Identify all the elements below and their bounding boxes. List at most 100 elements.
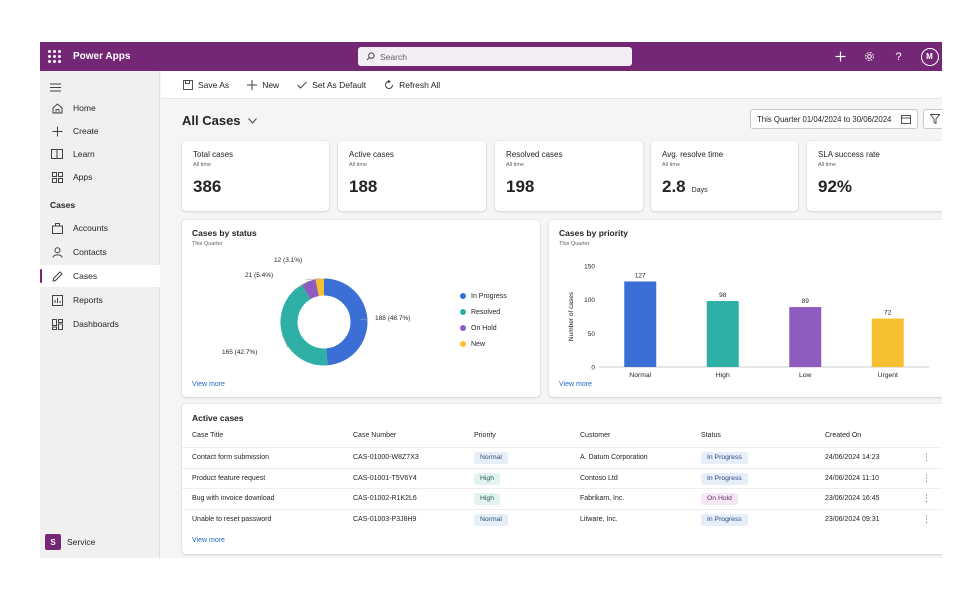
case-number-cell: CAS-01002-R1K2L6 bbox=[353, 495, 417, 502]
donut-slice-on-hold[interactable] bbox=[301, 279, 320, 300]
bar-high[interactable] bbox=[706, 301, 739, 367]
sidebar-item-apps[interactable]: Apps bbox=[40, 166, 160, 188]
sidebar-item-dashboards[interactable]: Dashboards bbox=[40, 313, 160, 335]
settings-button[interactable] bbox=[855, 42, 884, 71]
more-options-icon[interactable]: ⋮ bbox=[922, 493, 931, 503]
more-options-icon[interactable]: ⋮ bbox=[922, 452, 931, 462]
person-icon bbox=[50, 246, 64, 258]
sidebar-item-home[interactable]: Home bbox=[40, 97, 160, 119]
new-button-top[interactable] bbox=[826, 42, 855, 71]
more-options-icon[interactable]: ⋮ bbox=[922, 472, 931, 483]
case-title-cell[interactable]: Bug with invoice download bbox=[192, 495, 275, 502]
gear-icon bbox=[865, 52, 874, 61]
priority-view-more-link[interactable]: View more bbox=[559, 381, 592, 388]
sidebar-item-learn[interactable]: Learn bbox=[40, 143, 160, 165]
sidebar-item-reports[interactable]: Reports bbox=[40, 289, 160, 311]
table-view-more-link[interactable]: View more bbox=[192, 537, 225, 544]
sidebar-item-cases[interactable]: Cases bbox=[40, 265, 160, 287]
customer-cell: Contoso Ltd bbox=[580, 474, 618, 482]
legend-item-in-progress[interactable]: In Progress bbox=[460, 288, 507, 304]
kpi-value: 198 bbox=[506, 177, 535, 196]
customer-cell: A. Datum Corporation bbox=[580, 454, 648, 461]
legend-item-on-hold[interactable]: On Hold bbox=[460, 320, 507, 336]
area-label: Service bbox=[67, 537, 96, 547]
view-selector[interactable]: All Cases bbox=[182, 113, 257, 128]
kpi-value: 188 bbox=[349, 177, 378, 196]
kpi-label: Active cases bbox=[349, 150, 394, 159]
donut-slice-resolved[interactable] bbox=[280, 284, 328, 366]
legend-label: In Progress bbox=[471, 292, 507, 300]
y-tick-label: 50 bbox=[588, 331, 596, 338]
table-row[interactable]: Product feature request CAS-01001-T5V6Y4 H… bbox=[182, 467, 942, 488]
bar-value-label: 72 bbox=[884, 310, 892, 317]
sidebar-item-contacts[interactable]: Contacts bbox=[40, 241, 160, 263]
status-badge: In Progress bbox=[701, 452, 748, 464]
area-switcher[interactable]: S Service bbox=[45, 534, 95, 550]
briefcase-icon bbox=[50, 222, 64, 234]
search-placeholder: Search bbox=[380, 51, 407, 62]
priority-badge: High bbox=[474, 493, 500, 505]
x-tick-label: Normal bbox=[629, 372, 651, 379]
column-header[interactable]: Customer bbox=[580, 432, 611, 439]
sidebar-item-create[interactable]: Create bbox=[40, 120, 160, 142]
hamburger-icon[interactable] bbox=[50, 81, 61, 95]
sidebar-item-accounts[interactable]: Accounts bbox=[40, 217, 160, 239]
help-button[interactable]: ? bbox=[884, 42, 913, 71]
kpi-label: Avg. resolve time bbox=[662, 150, 724, 159]
new-button[interactable]: New bbox=[247, 79, 280, 90]
table-row[interactable]: Bug with invoice download CAS-01002-R1K2L… bbox=[182, 488, 942, 508]
plus-icon bbox=[835, 51, 846, 62]
chart-legend: In Progress Resolved On Hold New bbox=[460, 288, 507, 352]
slice-label-in-progress: 188 (48.7%) bbox=[375, 315, 411, 322]
kpi-card-active-cases: Active cases All time 188 bbox=[338, 141, 486, 211]
refresh-all-button[interactable]: Refresh All bbox=[384, 79, 440, 90]
column-header[interactable]: Status bbox=[701, 432, 721, 439]
table-row[interactable]: Contact form submission CAS-01000-W8Z7X3 N… bbox=[182, 447, 942, 467]
top-bar: Power Apps Search ? M bbox=[40, 42, 942, 71]
sidebar-item-label: Cases bbox=[73, 271, 98, 281]
donut-slice-new[interactable] bbox=[315, 278, 325, 297]
column-header[interactable]: Case Title bbox=[192, 432, 224, 439]
app-window: Power Apps Search ? M Home bbox=[40, 42, 942, 558]
column-header[interactable]: Created On bbox=[825, 432, 862, 439]
y-tick-label: 150 bbox=[584, 264, 595, 271]
kpi-sublabel: All time bbox=[662, 162, 681, 168]
search-input[interactable]: Search bbox=[358, 47, 632, 66]
legend-item-new[interactable]: New bbox=[460, 336, 507, 352]
question-icon: ? bbox=[895, 50, 902, 63]
table-row[interactable]: Unable to reset password CAS-01003-P3J8H9… bbox=[182, 508, 942, 529]
case-title-cell[interactable]: Unable to reset password bbox=[192, 515, 272, 523]
legend-item-resolved[interactable]: Resolved bbox=[460, 304, 507, 320]
case-title-cell[interactable]: Contact form submission bbox=[192, 454, 270, 461]
status-view-more-link[interactable]: View more bbox=[192, 381, 225, 388]
bar-chart: 0 50 100 150 Number of cases 127 Normal 98 High 8… bbox=[568, 264, 929, 379]
app-name[interactable]: Power Apps bbox=[73, 51, 131, 62]
kpi-value: 92% bbox=[818, 177, 853, 196]
checkmark-icon bbox=[297, 81, 308, 89]
save-as-button[interactable]: Save As bbox=[183, 80, 229, 90]
donut-slice-in-progress[interactable] bbox=[323, 278, 368, 366]
filter-button[interactable] bbox=[923, 109, 942, 129]
bar-low[interactable] bbox=[789, 307, 822, 367]
legend-swatch bbox=[460, 293, 466, 299]
date-range-picker[interactable]: This Quarter 01/04/2024 to 30/06/2024 bbox=[750, 109, 918, 129]
y-axis-label: Number of cases bbox=[568, 291, 575, 341]
case-title-cell[interactable]: Product feature request bbox=[192, 474, 266, 482]
more-options-icon[interactable]: ⋮ bbox=[922, 513, 931, 524]
profile-button[interactable]: M bbox=[913, 42, 942, 71]
kpi-unit: Days bbox=[691, 187, 708, 194]
kpi-card-total-cases: Total cases All time 386 bbox=[182, 141, 329, 211]
slice-leader-line bbox=[282, 335, 289, 349]
case-number-cell: CAS-01001-T5V6Y4 bbox=[353, 474, 417, 482]
bar-normal[interactable] bbox=[624, 281, 657, 367]
column-header[interactable]: Case Number bbox=[353, 432, 397, 439]
bar-urgent[interactable] bbox=[871, 318, 904, 367]
new-label: New bbox=[262, 79, 280, 90]
set-as-default-button[interactable]: Set As Default bbox=[297, 80, 366, 90]
priority-badge: Normal bbox=[474, 513, 508, 526]
column-header[interactable]: Priority bbox=[474, 432, 496, 439]
main-content: Save As New Set As Default Refresh All A… bbox=[161, 71, 942, 558]
app-launcher-button[interactable] bbox=[40, 42, 69, 71]
sidebar-section-label: Cases bbox=[50, 200, 76, 210]
sidebar: Home Create Learn Apps Cases Accounts Co… bbox=[40, 71, 160, 558]
